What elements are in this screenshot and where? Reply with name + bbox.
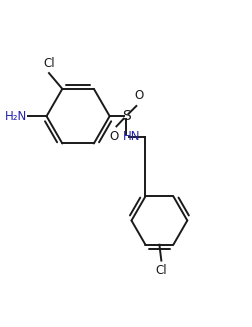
Text: S: S bbox=[121, 109, 130, 123]
Text: Cl: Cl bbox=[155, 264, 167, 277]
Text: Cl: Cl bbox=[43, 57, 55, 70]
Text: O: O bbox=[109, 130, 118, 143]
Text: H₂N: H₂N bbox=[5, 110, 27, 123]
Text: HN: HN bbox=[123, 130, 140, 143]
Text: O: O bbox=[134, 89, 143, 102]
